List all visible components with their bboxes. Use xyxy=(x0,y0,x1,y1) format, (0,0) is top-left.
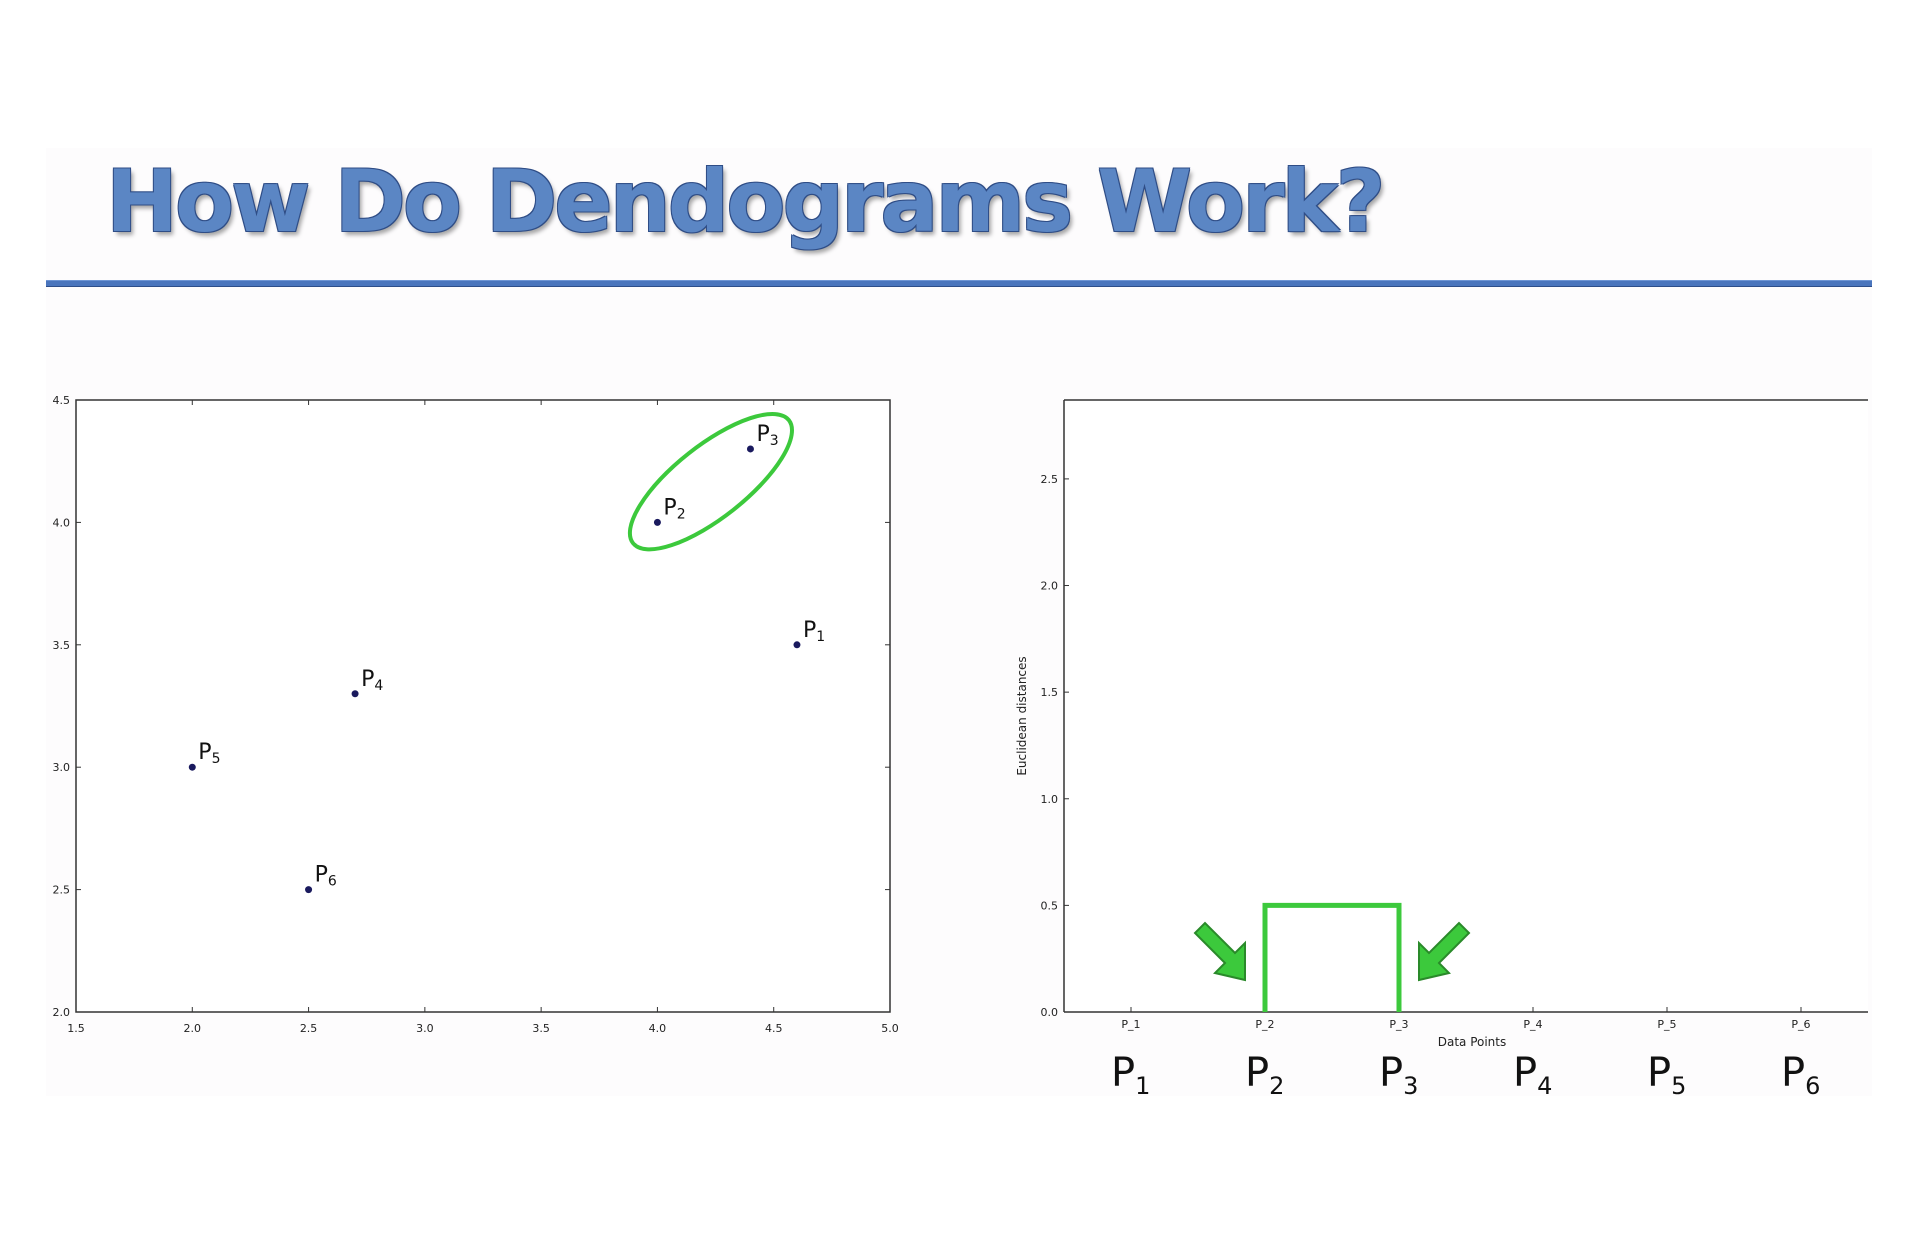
x-tick-label: 3.5 xyxy=(532,1022,550,1035)
leaf-label-p_2: P_2 xyxy=(1255,1018,1274,1031)
point-label-p4: P4 xyxy=(361,667,383,694)
x-tick-label: 4.5 xyxy=(765,1022,783,1035)
point-label-p3: P3 xyxy=(756,422,778,449)
merge-link-p_2-p_3 xyxy=(1262,902,1402,1012)
data-point-p1 xyxy=(793,641,801,649)
y-axis-title: Euclidean distances xyxy=(1015,656,1029,775)
scatter-plot-frame xyxy=(75,399,891,1013)
point-label-p5: P5 xyxy=(198,740,220,767)
point-label-p2: P2 xyxy=(663,495,685,522)
big-point-label-p6: P6 xyxy=(1781,1050,1820,1100)
arrow-icon-left xyxy=(1193,921,1246,982)
y-tick-label: 3.5 xyxy=(53,639,71,652)
title-divider xyxy=(46,280,1872,287)
x-tick-label: 2.5 xyxy=(300,1022,318,1035)
y-tick-label: 0.5 xyxy=(1041,899,1059,912)
x-tick-label: 4.0 xyxy=(649,1022,667,1035)
y-tick-label: 1.5 xyxy=(1041,686,1059,699)
leaf-label-p_3: P_3 xyxy=(1389,1018,1408,1031)
big-point-label-p3: P3 xyxy=(1379,1050,1418,1100)
slide-title: How Do Dendograms Work? xyxy=(106,152,1386,252)
y-tick-label: 2.5 xyxy=(53,884,71,897)
x-axis-title: Data Points xyxy=(1438,1035,1507,1049)
cluster-highlight-ellipse xyxy=(627,411,794,552)
point-label-p6: P6 xyxy=(315,863,337,890)
dendrogram-plot-area xyxy=(1064,400,1868,1012)
y-tick-label: 2.5 xyxy=(1041,473,1059,486)
y-tick-label: 4.0 xyxy=(53,516,71,529)
x-tick-label: 1.5 xyxy=(67,1022,85,1035)
y-tick-label: 0.0 xyxy=(1041,1006,1059,1019)
y-tick-label: 2.0 xyxy=(1041,580,1059,593)
leaf-label-p_4: P_4 xyxy=(1523,1018,1542,1031)
x-tick-label: 2.0 xyxy=(184,1022,202,1035)
data-point-p2 xyxy=(653,518,661,526)
leaf-label-p_5: P_5 xyxy=(1657,1018,1676,1031)
big-point-label-p2: P2 xyxy=(1245,1050,1284,1100)
arrow-icon-right xyxy=(1418,921,1471,982)
data-point-p4 xyxy=(351,690,359,698)
data-point-p6 xyxy=(305,886,313,894)
leaf-label-p_1: P_1 xyxy=(1121,1018,1140,1031)
y-tick-label: 1.0 xyxy=(1041,793,1059,806)
y-tick-label: 4.5 xyxy=(53,394,71,407)
x-tick-label: 3.0 xyxy=(416,1022,434,1035)
y-tick-label: 3.0 xyxy=(53,761,71,774)
point-label-p1: P1 xyxy=(803,618,825,645)
big-point-label-p4: P4 xyxy=(1513,1050,1552,1100)
y-tick-label: 2.0 xyxy=(53,1006,71,1019)
x-tick-label: 5.0 xyxy=(881,1022,899,1035)
big-point-label-p1: P1 xyxy=(1111,1050,1150,1100)
data-point-p3 xyxy=(746,445,754,453)
leaf-label-p_6: P_6 xyxy=(1791,1018,1810,1031)
data-point-p5 xyxy=(188,763,196,771)
big-point-label-p5: P5 xyxy=(1647,1050,1686,1100)
